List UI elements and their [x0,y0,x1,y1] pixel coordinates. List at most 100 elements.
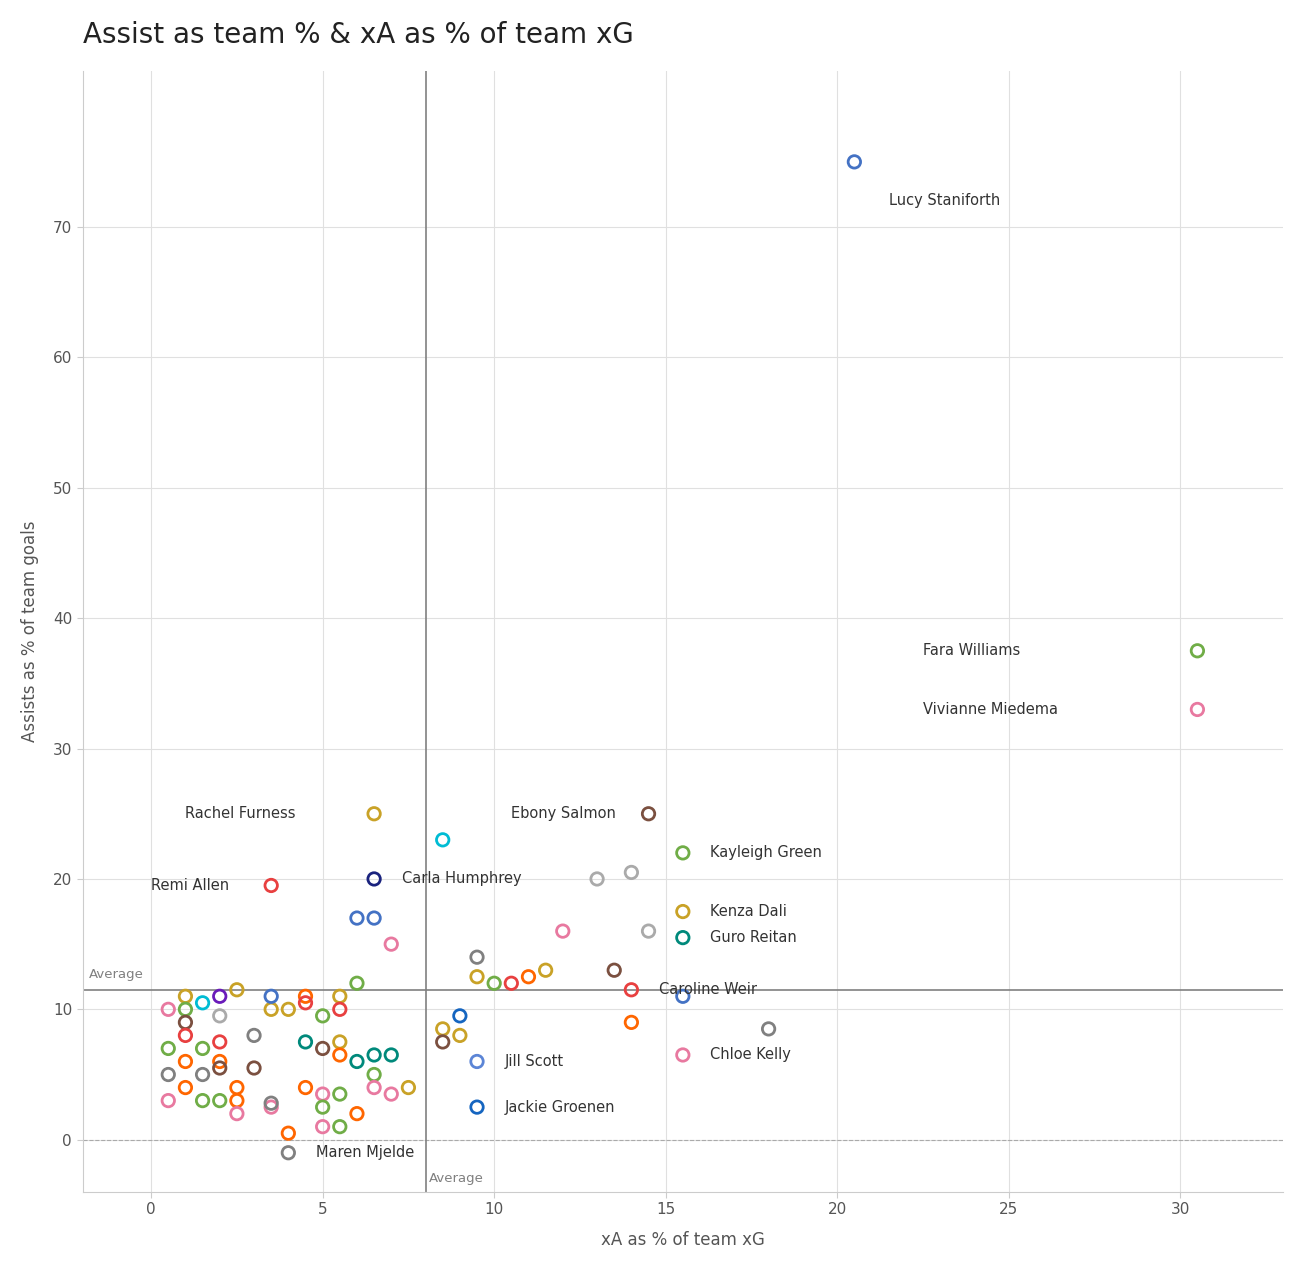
Point [535,960,556,980]
Text: Lucy Staniforth: Lucy Staniforth [888,193,1000,208]
Point [467,1052,488,1072]
Point [364,869,385,889]
Point [175,1077,196,1097]
Point [467,1097,488,1118]
Point [553,921,574,941]
Point [261,999,282,1020]
Point [192,1064,213,1085]
Point [192,993,213,1013]
Point [638,804,659,824]
Point [278,999,299,1020]
Point [210,1091,231,1111]
Point [295,993,316,1013]
Point [673,843,694,864]
Point [158,1091,179,1111]
Point [347,973,368,993]
Point [467,947,488,968]
Point [621,979,642,999]
Point [450,1006,471,1026]
Point [261,1093,282,1114]
Point [192,1091,213,1111]
Point [673,1045,694,1066]
Point [227,1104,248,1124]
Point [295,1077,316,1097]
Point [210,1052,231,1072]
Point [467,966,488,987]
Point [330,1116,351,1137]
Point [433,829,454,850]
Text: Assist as team % & xA as % of team xG: Assist as team % & xA as % of team xG [82,20,634,48]
Point [621,1012,642,1033]
Point [1187,700,1208,720]
Point [587,869,608,889]
Point [244,1025,265,1045]
Point [638,921,659,941]
Point [158,1064,179,1085]
Point [347,1052,368,1072]
Point [312,1097,333,1118]
Point [484,973,505,993]
Text: Rachel Furness: Rachel Furness [185,806,296,822]
Point [364,1064,385,1085]
Point [210,1031,231,1052]
Point [330,986,351,1006]
Point [604,960,625,980]
Point [227,979,248,999]
Point [210,1058,231,1078]
Text: Average: Average [429,1172,484,1185]
Text: Ebony Salmon: Ebony Salmon [511,806,617,822]
Point [330,1031,351,1052]
Point [364,1045,385,1066]
Point [175,1052,196,1072]
Text: Jill Scott: Jill Scott [505,1054,563,1069]
Text: Maren Mjelde: Maren Mjelde [316,1146,415,1161]
Point [261,986,282,1006]
Point [364,1077,385,1097]
Point [347,1104,368,1124]
Point [758,1019,778,1039]
Point [518,966,539,987]
Point [227,1091,248,1111]
Point [312,1006,333,1026]
Text: Carla Humphrey: Carla Humphrey [402,871,522,886]
Point [450,1025,471,1045]
Point [433,1031,454,1052]
Point [844,151,865,171]
Y-axis label: Assists as % of team goals: Assists as % of team goals [21,521,39,742]
Point [244,1058,265,1078]
Text: Jackie Groenen: Jackie Groenen [505,1100,615,1115]
Point [364,908,385,928]
Point [398,1077,419,1097]
Point [312,1116,333,1137]
Point [381,1045,402,1066]
Point [673,902,694,922]
Point [673,927,694,947]
Point [210,986,231,1006]
Point [278,1123,299,1143]
Point [501,973,522,993]
Point [1187,640,1208,660]
Point [227,1077,248,1097]
Point [295,986,316,1006]
Point [278,1143,299,1163]
Text: Chloe Kelly: Chloe Kelly [711,1048,792,1063]
Point [175,1025,196,1045]
Point [621,862,642,883]
Text: Vivianne Miedema: Vivianne Miedema [923,702,1058,718]
Point [312,1039,333,1059]
Point [261,1097,282,1118]
Point [175,1012,196,1033]
Point [261,875,282,895]
Text: Fara Williams: Fara Williams [923,644,1020,658]
Point [330,1045,351,1066]
Point [158,1039,179,1059]
Text: Caroline Weir: Caroline Weir [659,982,756,997]
Point [192,1039,213,1059]
Point [158,999,179,1020]
Text: Kayleigh Green: Kayleigh Green [711,846,822,860]
Point [175,999,196,1020]
Point [381,933,402,954]
Text: Remi Allen: Remi Allen [151,878,230,893]
Text: Average: Average [90,968,145,980]
Point [364,804,385,824]
